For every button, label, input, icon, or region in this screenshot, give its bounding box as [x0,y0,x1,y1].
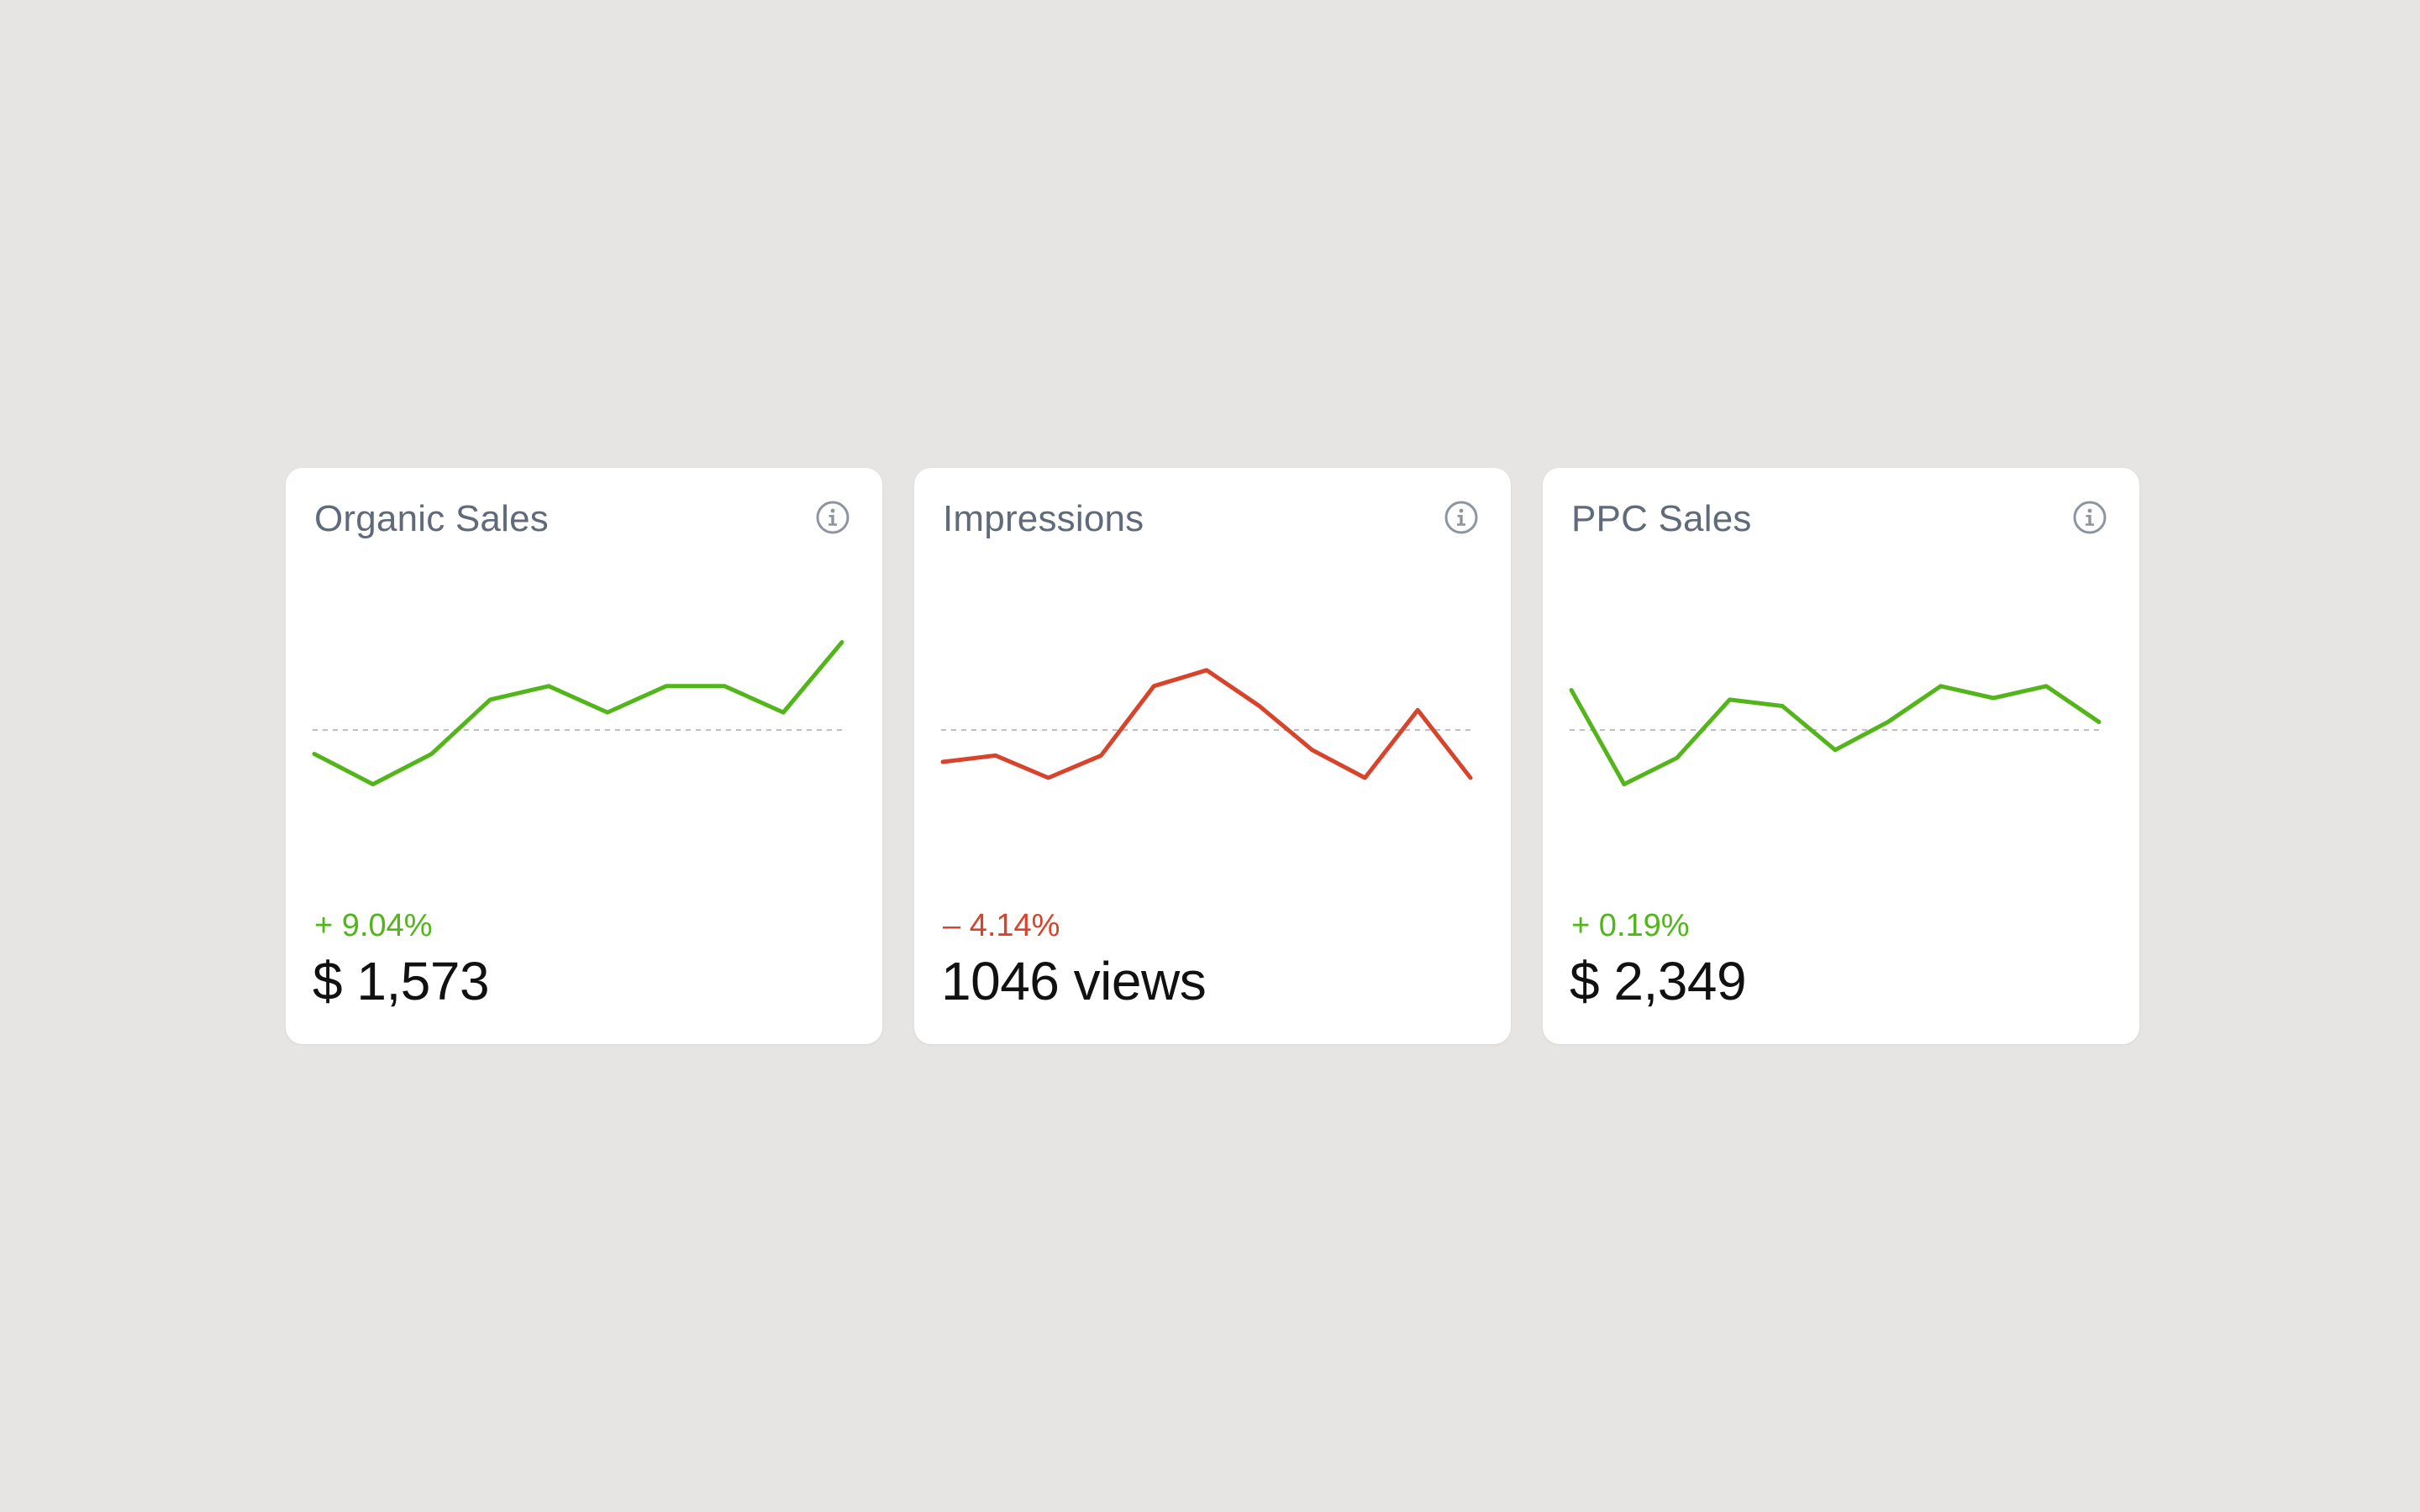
card-title: Organic Sales [314,498,549,539]
metric-value: 1046 views [941,951,1207,1011]
card-title: PPC Sales [1571,498,1752,539]
metric-card-organic-sales[interactable]: Organic Sales + 9.04% $ 1,573 [286,468,882,1044]
metric-value: $ 2,349 [1570,951,1747,1011]
metric-value: $ 1,573 [313,951,490,1011]
info-icon[interactable] [815,500,850,535]
delta-percentage: + 0.19% [1571,908,1690,943]
metric-cards: Organic Sales + 9.04% $ 1,573 Impression… [286,468,2139,1044]
metric-card-ppc-sales[interactable]: PPC Sales + 0.19% $ 2,349 [1543,468,2139,1044]
info-icon[interactable] [2072,500,2107,535]
sparkline-line [940,668,1473,780]
delta-percentage: + 9.04% [314,908,433,943]
metric-card-impressions[interactable]: Impressions – 4.14% 1046 views [914,468,1511,1044]
sparkline-line [1569,684,2102,787]
card-title: Impressions [943,498,1144,539]
delta-percentage: – 4.14% [943,908,1060,943]
info-icon[interactable] [1444,500,1479,535]
sparkline-line [312,640,844,787]
